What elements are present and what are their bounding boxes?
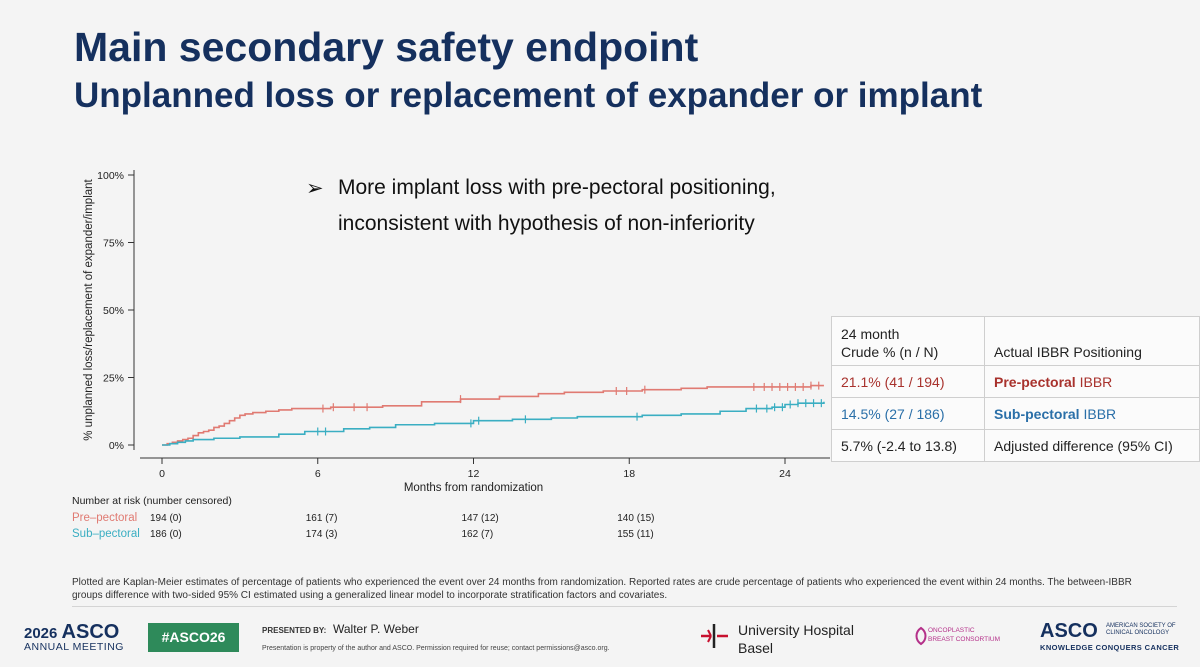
summary-label-pre-rest: IBBR bbox=[1075, 373, 1113, 390]
footnote: Plotted are Kaplan-Meier estimates of pe… bbox=[72, 577, 1132, 601]
bullet-line-2: inconsistent with hypothesis of non-infe… bbox=[338, 212, 755, 235]
oncoplastic-logo-icon bbox=[915, 626, 927, 646]
slide-subtitle: Unplanned loss or replacement of expande… bbox=[74, 76, 983, 115]
risk-count: 161 (7) bbox=[305, 513, 338, 524]
y-tick-label: 100% bbox=[97, 170, 124, 182]
number-at-risk-title: Number at risk (number censored) bbox=[72, 495, 232, 507]
summary-header-crude: 24 month Crude % (n / N) bbox=[831, 316, 985, 366]
asco-society-line-2: CLINICAL ONCOLOGY bbox=[1106, 630, 1170, 636]
slide-title: Main secondary safety endpoint bbox=[74, 24, 699, 70]
property-note: Presentation is property of the author a… bbox=[262, 645, 610, 652]
risk-count: 194 (0) bbox=[150, 513, 182, 524]
university-name: University Hospital bbox=[738, 622, 854, 638]
asco-tagline: KNOWLEDGE CONQUERS CANCER bbox=[1040, 643, 1180, 652]
bullet-arrow-icon: ➢ bbox=[306, 177, 324, 200]
summary-label-diff: Adjusted difference (95% CI) bbox=[984, 429, 1200, 462]
risk-count: 174 (3) bbox=[305, 529, 338, 540]
summary-value-sub: 14.5% (27 / 186) bbox=[831, 397, 985, 430]
summary-label-sub: Sub-pectoral IBBR bbox=[984, 397, 1200, 430]
x-tick-label: 6 bbox=[315, 468, 321, 480]
meeting-year: 2026 bbox=[24, 625, 58, 642]
y-axis-label: % unplanned loss/replacement of expander… bbox=[83, 178, 95, 440]
asco-society-line-1: AMERICAN SOCIETY OF bbox=[1106, 623, 1176, 629]
summary-label-pre-bold: Pre-pectoral bbox=[994, 373, 1076, 390]
bullet-line-1: More implant loss with pre-pectoral posi… bbox=[338, 176, 776, 199]
km-curve-0 bbox=[162, 384, 824, 446]
summary-row-pre: 21.1% (41 / 194) Pre-pectoral IBBR bbox=[831, 365, 1200, 398]
y-tick-label: 50% bbox=[103, 305, 124, 317]
y-tick-label: 75% bbox=[103, 238, 124, 250]
x-tick-label: 18 bbox=[623, 468, 635, 480]
x-tick-label: 12 bbox=[468, 468, 480, 480]
y-tick-label: 25% bbox=[103, 373, 124, 385]
x-tick-label: 0 bbox=[159, 468, 165, 480]
university-logo-icon bbox=[701, 624, 728, 648]
summary-row-sub: 14.5% (27 / 186) Sub-pectoral IBBR bbox=[831, 397, 1200, 430]
x-axis-label: Months from randomization bbox=[404, 482, 543, 494]
footer-divider bbox=[72, 606, 1177, 607]
summary-value-pre: 21.1% (41 / 194) bbox=[831, 365, 985, 398]
meeting-asco: ASCO bbox=[61, 621, 120, 643]
summary-table: 24 month Crude % (n / N) Actual IBBR Pos… bbox=[831, 316, 1200, 462]
risk-count: 140 (15) bbox=[617, 513, 655, 524]
meeting-name: ANNUAL MEETING bbox=[24, 641, 124, 653]
risk-count: 147 (12) bbox=[461, 513, 499, 524]
presented-by-label: PRESENTED BY: bbox=[262, 626, 327, 635]
summary-header-positioning: Actual IBBR Positioning bbox=[984, 316, 1200, 366]
summary-label-sub-bold: Sub-pectoral bbox=[994, 405, 1080, 422]
summary-label-pre: Pre-pectoral IBBR bbox=[984, 365, 1200, 398]
oncoplastic-line-1: ONCOPLASTIC bbox=[928, 627, 975, 634]
risk-count: 162 (7) bbox=[461, 529, 494, 540]
summary-label-sub-rest: IBBR bbox=[1079, 405, 1117, 422]
km-curve-1 bbox=[162, 401, 825, 446]
summary-header-line-1: 24 month bbox=[841, 326, 900, 342]
summary-value-diff: 5.7% (-2.4 to 13.8) bbox=[831, 429, 985, 462]
meeting-logo: 2026 ASCO bbox=[24, 621, 119, 644]
summary-header-row: 24 month Crude % (n / N) Actual IBBR Pos… bbox=[831, 316, 1200, 366]
risk-count: 186 (0) bbox=[150, 529, 182, 540]
summary-header-line-2: Crude % (n / N) bbox=[841, 344, 939, 360]
university-city: Basel bbox=[738, 640, 774, 656]
x-tick-label: 24 bbox=[779, 468, 791, 480]
risk-count: 155 (11) bbox=[617, 529, 654, 540]
oncoplastic-line-2: BREAST CONSORTIUM bbox=[928, 636, 1000, 643]
summary-row-diff: 5.7% (-2.4 to 13.8) Adjusted difference … bbox=[831, 429, 1200, 462]
presenter-name: Walter P. Weber bbox=[333, 622, 419, 636]
hashtag-badge: #ASCO26 bbox=[148, 623, 239, 652]
kaplan-meier-chart: 0% 25% 50% 75% 100% 0 6 12 18 24 Months from rand… bbox=[83, 170, 830, 494]
y-tick-label: 0% bbox=[109, 440, 124, 452]
risk-row-label: Sub–pectoral bbox=[72, 528, 140, 540]
asco-logo: ASCO bbox=[1040, 620, 1098, 642]
risk-row-label: Pre–pectoral bbox=[72, 512, 138, 524]
